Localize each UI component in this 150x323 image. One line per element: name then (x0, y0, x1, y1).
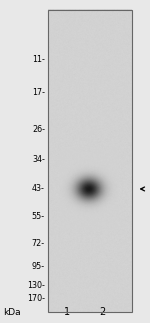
Text: 17-: 17- (32, 88, 45, 97)
Text: 72-: 72- (32, 239, 45, 248)
Bar (48, 10, 132, 312)
Text: 11-: 11- (32, 55, 45, 64)
Text: 26-: 26- (32, 125, 45, 134)
Text: kDa: kDa (3, 307, 21, 317)
Text: 43-: 43- (32, 184, 45, 193)
Text: 170-: 170- (27, 294, 45, 303)
Text: 130-: 130- (27, 281, 45, 290)
Text: 55-: 55- (32, 212, 45, 221)
Text: 1: 1 (64, 307, 70, 317)
Text: 2: 2 (99, 307, 105, 317)
Text: 34-: 34- (32, 155, 45, 164)
Text: 95-: 95- (32, 262, 45, 271)
